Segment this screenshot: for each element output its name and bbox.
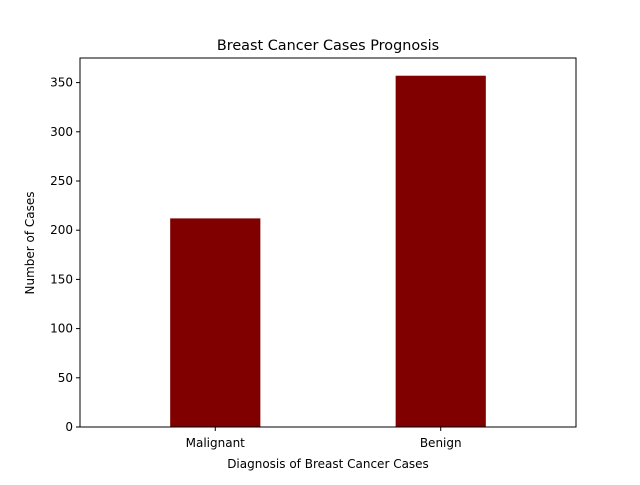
y-axis-label: Number of Cases — [23, 191, 37, 294]
x-axis-label: Diagnosis of Breast Cancer Cases — [227, 457, 429, 471]
x-tick-label-malignant: Malignant — [186, 436, 246, 450]
y-tick-label: 100 — [50, 322, 73, 336]
bars-group — [170, 75, 486, 427]
x-tick-label-benign: Benign — [420, 436, 462, 450]
y-tick-label: 250 — [50, 174, 73, 188]
plot-frame — [79, 57, 577, 428]
y-tick-label: 300 — [50, 125, 73, 139]
y-tick-label: 350 — [50, 76, 73, 90]
y-tick-label: 50 — [58, 371, 73, 385]
y-tick-label: 0 — [65, 420, 73, 434]
chart-title: Breast Cancer Cases Prognosis — [217, 38, 439, 54]
bar-benign — [395, 75, 486, 427]
x-axis-ticks: Malignant Benign — [186, 427, 462, 450]
y-tick-label: 200 — [50, 223, 73, 237]
y-axis-ticks: 0 50 100 150 200 250 300 350 — [50, 76, 80, 434]
bar-malignant — [170, 218, 261, 427]
y-tick-label: 150 — [50, 272, 73, 286]
